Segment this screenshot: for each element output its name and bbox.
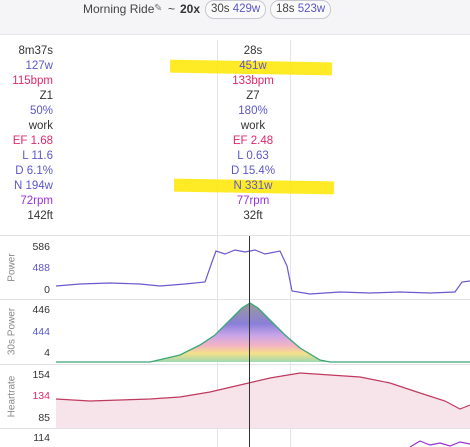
stat-zone: Z7 — [246, 90, 260, 102]
stat-duration: 8m37s — [18, 45, 53, 57]
pill-duration: 18s — [276, 3, 295, 15]
stat-normalized-power: N 331w — [233, 180, 273, 192]
stat-cadence: 72rpm — [20, 195, 53, 207]
overall-stats: 8m37s 127w 115bpm Z1 50% work EF 1.68 L … — [0, 44, 53, 224]
interval-pill-18s[interactable]: 18s 523w — [270, 0, 332, 19]
stat-elevation: 142ft — [27, 210, 53, 222]
power30-tick-min: 4 — [44, 347, 50, 359]
heartrate-line — [55, 372, 470, 410]
power30-tick-avg: 444 — [32, 326, 50, 338]
stat-load: L 11.6 — [22, 150, 53, 162]
stat-ftp-percent: 180% — [238, 105, 268, 117]
stat-cadence: 77rpm — [236, 195, 270, 207]
interval-count: 20x — [180, 2, 201, 16]
cadence-chart[interactable] — [0, 429, 470, 447]
heartrate-chart[interactable] — [0, 365, 470, 428]
stat-power: 127w — [25, 60, 54, 72]
heartrate-tick-avg: 134 — [32, 390, 50, 402]
stat-heartrate: 115bpm — [12, 75, 53, 87]
interval-stats: 28s 451w 133bpm Z7 180% work EF 2.48 L 0… — [217, 44, 289, 224]
power30-chart[interactable] — [0, 300, 470, 364]
stat-ftp-percent: 50% — [29, 105, 53, 117]
stat-decoupling: D 6.1% — [15, 165, 53, 177]
power30-line — [56, 302, 470, 363]
panel-divider — [0, 364, 470, 365]
panel-divider — [0, 235, 470, 236]
heartrate-tick-max: 154 — [32, 369, 50, 381]
tilde-symbol: ~ — [168, 2, 176, 16]
stat-zone: Z1 — [39, 90, 53, 102]
cadence-tick-max: 114 — [33, 432, 50, 444]
pill-duration: 30s — [211, 3, 230, 15]
interval-pill-30s[interactable]: 30s 429w — [205, 0, 267, 19]
pill-value: 429w — [232, 3, 261, 15]
power30-area — [150, 303, 330, 362]
stat-type: work — [240, 120, 266, 132]
power-tick-avg: 488 — [32, 262, 50, 274]
stat-power: 451w — [239, 60, 267, 72]
heartrate-tick-min: 85 — [38, 412, 50, 424]
heartrate-area — [56, 373, 470, 428]
stat-duration: 28s — [243, 45, 263, 57]
stat-elevation: 32ft — [243, 210, 263, 222]
stat-decoupling: D 15.4% — [230, 165, 276, 177]
cursor-line[interactable] — [249, 236, 250, 447]
power-tick-min: 0 — [44, 284, 50, 296]
pill-value: 523w — [297, 3, 326, 15]
panel-divider — [0, 428, 470, 429]
selected-interval-column[interactable] — [217, 40, 291, 447]
header-bar: Morning Ride ✎ ~ 20x 30s 429w 18s 523w — [0, 0, 470, 35]
stat-heartrate: 133bpm — [232, 75, 274, 87]
panel-divider — [0, 299, 470, 300]
stat-type: work — [28, 120, 53, 132]
power30-tick-max: 446 — [32, 304, 50, 316]
power-tick-max: 586 — [32, 241, 50, 253]
power-chart[interactable] — [0, 236, 470, 299]
stat-load: L 0.63 — [237, 150, 269, 162]
cadence-line — [409, 440, 470, 447]
pencil-icon[interactable]: ✎ — [154, 3, 163, 14]
ride-title[interactable]: Morning Ride — [83, 2, 155, 16]
stat-ef: EF 1.68 — [12, 135, 53, 147]
stat-normalized-power: N 194w — [14, 180, 53, 192]
stat-ef: EF 2.48 — [232, 135, 274, 147]
power-line — [55, 249, 470, 295]
